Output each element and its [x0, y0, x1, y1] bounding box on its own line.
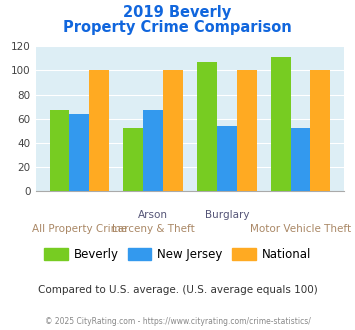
Text: Larceny & Theft: Larceny & Theft: [112, 224, 195, 234]
Text: Arson: Arson: [138, 210, 168, 219]
Text: All Property Crime: All Property Crime: [32, 224, 127, 234]
Bar: [197, 62, 217, 191]
Bar: [89, 70, 109, 191]
Text: Compared to U.S. average. (U.S. average equals 100): Compared to U.S. average. (U.S. average …: [38, 285, 317, 295]
Text: 2019 Beverly: 2019 Beverly: [124, 5, 231, 20]
Text: Property Crime Comparison: Property Crime Comparison: [63, 20, 292, 35]
Bar: [310, 70, 330, 191]
Bar: [143, 110, 163, 191]
Bar: [70, 114, 89, 191]
Bar: [290, 128, 310, 191]
Bar: [271, 57, 290, 191]
Legend: Beverly, New Jersey, National: Beverly, New Jersey, National: [39, 244, 316, 266]
Bar: [217, 126, 237, 191]
Text: Burglary: Burglary: [204, 210, 249, 219]
Bar: [50, 110, 70, 191]
Bar: [237, 70, 257, 191]
Bar: [123, 128, 143, 191]
Text: © 2025 CityRating.com - https://www.cityrating.com/crime-statistics/: © 2025 CityRating.com - https://www.city…: [45, 317, 310, 326]
Text: Motor Vehicle Theft: Motor Vehicle Theft: [250, 224, 351, 234]
Bar: [163, 70, 183, 191]
